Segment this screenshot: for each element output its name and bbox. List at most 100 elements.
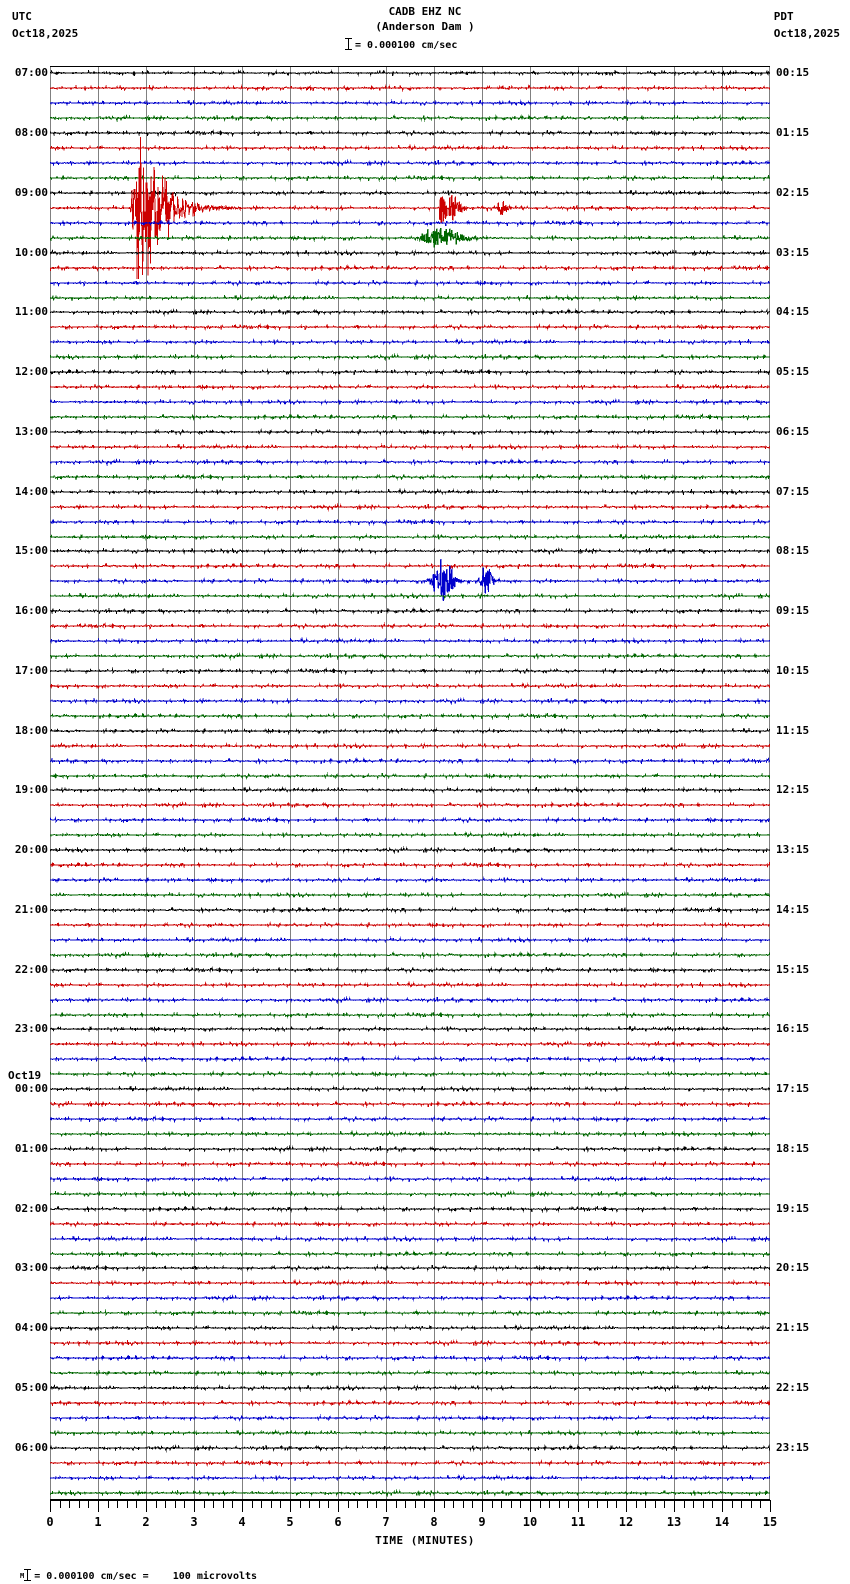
axis-minor-tick xyxy=(415,1501,416,1508)
trace-row-67 xyxy=(50,1070,770,1079)
utc-hour-label-02:00: 02:00 xyxy=(14,1201,48,1215)
trace-row-63 xyxy=(50,1010,770,1019)
trace-row-28 xyxy=(50,487,770,496)
utc-hour-label-10:00: 10:00 xyxy=(14,245,48,259)
pdt-hour-label-21:15: 21:15 xyxy=(776,1321,810,1335)
pdt-hour-label-20:15: 20:15 xyxy=(776,1261,810,1275)
trace-row-77 xyxy=(50,1219,770,1228)
gridline-minute-4 xyxy=(242,66,243,1500)
trace-row-73 xyxy=(50,1160,770,1169)
utc-hour-label-04:00: 04:00 xyxy=(14,1321,48,1335)
trace-row-36 xyxy=(50,607,770,616)
axis-minor-tick xyxy=(127,1501,128,1508)
trace-row-69 xyxy=(50,1100,770,1109)
axis-major-tick-8 xyxy=(434,1501,435,1512)
axis-minor-tick xyxy=(396,1501,397,1508)
pdt-hour-label-15:15: 15:15 xyxy=(776,962,810,976)
trace-row-45 xyxy=(50,741,770,751)
pdt-hour-label-10:15: 10:15 xyxy=(776,663,810,677)
axis-minor-tick xyxy=(760,1501,761,1508)
left-date-label: Oct18,2025 xyxy=(12,27,79,40)
axis-major-tick-4 xyxy=(242,1501,243,1512)
pdt-hour-label-22:15: 22:15 xyxy=(776,1380,810,1394)
trace-row-68 xyxy=(50,1085,770,1094)
trace-row-71 xyxy=(50,1130,770,1138)
axis-minor-tick xyxy=(136,1501,137,1508)
trace-row-59 xyxy=(50,950,770,960)
axis-minor-tick xyxy=(453,1501,454,1508)
axis-tick-label-15: 15 xyxy=(762,1515,778,1529)
trace-row-52 xyxy=(50,846,770,855)
pdt-hour-label-05:15: 05:15 xyxy=(776,365,810,379)
trace-row-75 xyxy=(50,1189,770,1199)
axis-tick-label-0: 0 xyxy=(46,1515,54,1529)
axis-tick-label-7: 7 xyxy=(382,1515,390,1529)
trace-row-27 xyxy=(50,472,770,482)
trace-row-46 xyxy=(50,756,770,765)
pdt-hour-label-06:15: 06:15 xyxy=(776,424,810,438)
axis-minor-tick xyxy=(664,1501,665,1508)
footer-prefix: M xyxy=(20,1572,25,1580)
axis-tick-label-2: 2 xyxy=(142,1515,150,1529)
axis-minor-tick xyxy=(472,1501,473,1508)
left-timezone-label: UTC xyxy=(12,10,32,23)
utc-hour-label-05:00: 05:00 xyxy=(14,1380,48,1394)
axis-tick-label-13: 13 xyxy=(666,1515,682,1529)
trace-row-4 xyxy=(50,129,770,138)
axis-minor-tick xyxy=(156,1501,157,1508)
axis-minor-tick xyxy=(520,1501,521,1508)
gridline-minute-14 xyxy=(722,66,723,1500)
utc-hour-label-11:00: 11:00 xyxy=(14,305,48,319)
utc-hour-label-06:00: 06:00 xyxy=(14,1440,48,1454)
axis-tick-label-1: 1 xyxy=(94,1515,102,1529)
axis-major-tick-3 xyxy=(194,1501,195,1512)
trace-row-44 xyxy=(50,726,770,735)
trace-row-54 xyxy=(50,876,770,885)
gridline-minute-12 xyxy=(626,66,627,1500)
axis-minor-tick xyxy=(108,1501,109,1508)
axis-minor-tick xyxy=(223,1501,224,1508)
trace-row-16 xyxy=(50,308,770,317)
axis-minor-tick xyxy=(280,1501,281,1508)
header: UTC Oct18,2025 CADB EHZ NC (Anderson Dam… xyxy=(0,0,850,60)
axis-minor-tick xyxy=(511,1501,512,1508)
pdt-hour-label-12:15: 12:15 xyxy=(776,783,810,797)
utc-hour-label-20:00: 20:00 xyxy=(14,843,48,857)
trace-row-34 xyxy=(50,559,770,602)
utc-hour-label-17:00: 17:00 xyxy=(14,663,48,677)
axis-minor-tick xyxy=(549,1501,550,1508)
trace-row-40 xyxy=(50,667,770,676)
trace-row-74 xyxy=(50,1175,770,1183)
trace-row-49 xyxy=(50,801,770,810)
trace-row-39 xyxy=(50,652,770,661)
axis-major-tick-2 xyxy=(146,1501,147,1512)
trace-row-91 xyxy=(50,1428,770,1437)
axis-minor-tick xyxy=(405,1501,406,1508)
trace-row-94 xyxy=(50,1473,770,1482)
header-left-timezone-block: UTC Oct18,2025 xyxy=(12,8,78,42)
trace-row-56 xyxy=(50,906,770,915)
pdt-hour-label-11:15: 11:15 xyxy=(776,723,810,737)
axis-minor-tick xyxy=(79,1501,80,1508)
pdt-hour-label-01:15: 01:15 xyxy=(776,126,810,140)
trace-row-92 xyxy=(50,1443,770,1453)
time-axis xyxy=(50,1500,771,1516)
axis-tick-label-5: 5 xyxy=(286,1515,294,1529)
pdt-hour-label-23:15: 23:15 xyxy=(776,1440,810,1454)
pdt-hour-label-02:15: 02:15 xyxy=(776,185,810,199)
utc-hour-label-07:00: 07:00 xyxy=(14,66,48,80)
trace-row-19 xyxy=(50,353,770,362)
trace-row-66 xyxy=(50,1055,770,1064)
gridline-minute-8 xyxy=(434,66,435,1500)
utc-hour-label-22:00: 22:00 xyxy=(14,962,48,976)
axis-major-tick-0 xyxy=(50,1501,51,1512)
axis-major-tick-1 xyxy=(98,1501,99,1512)
axis-minor-tick xyxy=(568,1501,569,1508)
vertical-bar-icon-footer xyxy=(24,1569,32,1581)
header-right-timezone-block: PDT Oct18,2025 xyxy=(774,8,840,42)
axis-minor-tick xyxy=(463,1501,464,1508)
trace-row-60 xyxy=(50,965,770,974)
trace-row-25 xyxy=(50,443,770,451)
plot-top-rule xyxy=(50,66,770,67)
pdt-hour-label-07:15: 07:15 xyxy=(776,484,810,498)
